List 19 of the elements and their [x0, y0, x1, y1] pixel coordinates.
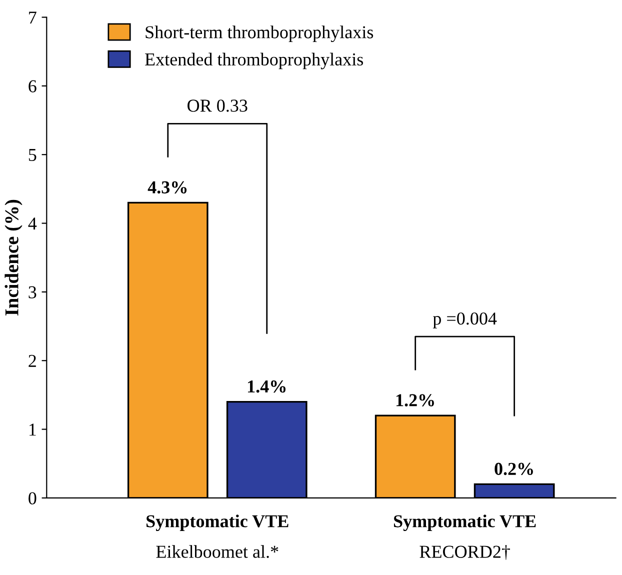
y-tick-label: 5 — [28, 149, 36, 162]
annotation: p =0.004 — [432, 312, 497, 328]
legend-label: Extended thromboprophylaxis — [145, 52, 364, 70]
data-label: 4.3% — [148, 181, 187, 194]
y-tick-label: 6 — [28, 80, 36, 92]
x-tick-label: Symptomatic VTE RECORD2† — [394, 514, 536, 560]
legend-label: Short-term thromboprophylaxis — [146, 26, 374, 42]
y-tick-label: 0 — [28, 492, 36, 504]
y-tick-label: 3 — [28, 286, 36, 298]
data-label: 1.4% — [248, 380, 286, 393]
y-tick-label: 2 — [28, 354, 36, 367]
data-label: 1.2% — [396, 394, 434, 406]
y-axis-title: Incidence (%) — [4, 200, 22, 316]
y-tick-label: 1 — [29, 424, 36, 436]
data-label: 0.2% — [494, 462, 533, 476]
y-tick-label: 4 — [28, 218, 37, 230]
y-tick-label: 7 — [29, 12, 36, 24]
annotation: OR 0.33 — [188, 100, 248, 112]
x-tick-label: Symptomatic VTE Eikelboomet al.* — [146, 514, 288, 558]
